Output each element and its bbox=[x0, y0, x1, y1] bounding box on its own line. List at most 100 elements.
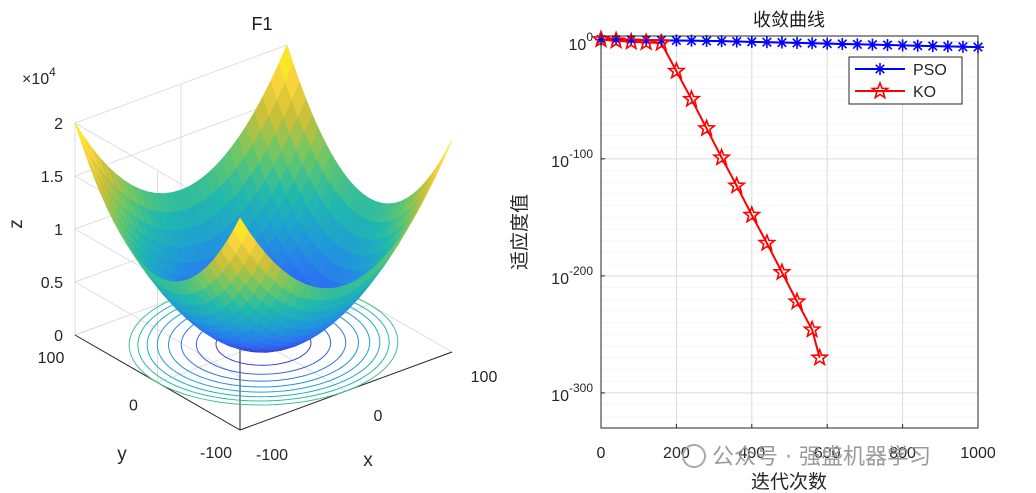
data-point-pso bbox=[806, 37, 819, 50]
asterisk-stroke bbox=[958, 41, 968, 52]
legend-label-pso: PSO bbox=[913, 62, 947, 79]
asterisk-stroke bbox=[686, 35, 697, 46]
data-point-pso bbox=[791, 36, 804, 49]
data-point-pso bbox=[866, 38, 879, 51]
data-point-pso bbox=[911, 39, 924, 52]
data-point-ko bbox=[757, 232, 777, 252]
surface-patch bbox=[424, 162, 440, 192]
data-point-pso bbox=[821, 37, 834, 50]
surface-patch bbox=[74, 122, 90, 156]
surface-patch bbox=[233, 217, 249, 244]
asterisk-stroke bbox=[837, 39, 848, 49]
asterisk-stroke bbox=[731, 36, 742, 47]
pentagram-marker bbox=[870, 80, 890, 100]
asterisk-stroke bbox=[716, 36, 727, 46]
data-point-pso bbox=[775, 36, 788, 49]
pentagram-marker bbox=[696, 118, 717, 137]
asterisk-stroke bbox=[792, 38, 802, 48]
y-tick-label: 100 bbox=[38, 350, 65, 367]
surface-mesh bbox=[74, 44, 453, 353]
y-tick-label: 10-300 bbox=[551, 381, 593, 405]
z-axis-label: z bbox=[6, 219, 27, 229]
surface-chart-ticks: 0 0.5 1 1.5 2 -100 0 100 -100 0 100 bbox=[38, 116, 498, 464]
x-axis-label: x bbox=[363, 450, 373, 471]
asterisk-stroke bbox=[912, 40, 923, 51]
series-line-ko bbox=[601, 38, 821, 359]
pentagram-marker bbox=[787, 291, 807, 310]
data-point-pso bbox=[715, 35, 728, 48]
x-axis-label-iterations: 迭代次数 bbox=[751, 471, 827, 493]
z-tick-label: 1.5 bbox=[41, 169, 63, 186]
pentagram-marker bbox=[681, 88, 702, 108]
data-point-ko bbox=[742, 204, 762, 224]
data-point-pso bbox=[956, 40, 969, 53]
data-point-pso bbox=[745, 35, 758, 48]
data-point-pso bbox=[700, 34, 713, 47]
asterisk-stroke bbox=[777, 37, 787, 48]
data-point-ko bbox=[772, 262, 792, 281]
z-tick-label: 0 bbox=[54, 328, 63, 345]
asterisk-stroke bbox=[701, 36, 712, 46]
asterisk-stroke bbox=[822, 38, 833, 49]
pentagram-marker bbox=[726, 175, 747, 195]
legend-box bbox=[848, 56, 963, 105]
y-tick-label: 0 bbox=[129, 398, 138, 415]
pentagram-marker bbox=[651, 32, 672, 52]
asterisk-stroke bbox=[867, 39, 878, 50]
y-tick-label: 10-200 bbox=[551, 264, 593, 288]
pentagram-marker bbox=[809, 347, 830, 367]
y-tick-label: -100 bbox=[200, 445, 232, 462]
asterisk-stroke bbox=[882, 40, 893, 50]
z-tick-label: 1 bbox=[54, 222, 63, 239]
legend-label-ko: KO bbox=[913, 84, 936, 101]
data-point-pso bbox=[685, 34, 698, 47]
asterisk-stroke bbox=[656, 35, 667, 46]
z-tick-label: 2 bbox=[54, 116, 63, 133]
surface-chart-title: F1 bbox=[251, 14, 272, 34]
pentagram-marker bbox=[606, 30, 626, 50]
x-tick-label: -100 bbox=[256, 447, 288, 464]
asterisk-stroke bbox=[746, 37, 757, 47]
convergence-markers bbox=[591, 29, 984, 367]
pentagram-marker bbox=[742, 204, 762, 224]
data-point-ko bbox=[711, 147, 732, 167]
watermark-text: 公众号 · 强盛机器学习 bbox=[712, 445, 931, 470]
wechat-icon bbox=[682, 444, 706, 468]
asterisk-stroke bbox=[897, 40, 908, 51]
legend-marker-pso bbox=[874, 63, 886, 75]
x-tick-label: 0 bbox=[374, 408, 383, 425]
data-point-ko bbox=[666, 60, 687, 80]
asterisk-stroke bbox=[807, 38, 817, 49]
data-point-pso bbox=[896, 39, 909, 52]
data-point-ko bbox=[606, 30, 626, 50]
data-point-ko bbox=[809, 347, 830, 367]
y-axis-label: y bbox=[117, 444, 127, 465]
pentagram-marker bbox=[772, 262, 792, 281]
watermark: 公众号 · 强盛机器学习 bbox=[682, 444, 931, 470]
z-tick-label: 0.5 bbox=[41, 275, 63, 292]
data-point-pso bbox=[836, 37, 849, 50]
plot-frame bbox=[600, 35, 979, 429]
legend: PSO KO bbox=[848, 56, 963, 105]
data-point-ko bbox=[651, 32, 672, 52]
data-point-ko bbox=[802, 319, 822, 339]
data-point-pso bbox=[730, 35, 743, 48]
asterisk-stroke bbox=[875, 64, 885, 74]
convergence-chart-title: 收敛曲线 bbox=[753, 10, 825, 30]
y-tick-label: 10-100 bbox=[551, 147, 593, 171]
data-point-ko bbox=[787, 291, 807, 310]
x-tick-label: 800 bbox=[889, 445, 916, 462]
y-axis-label-fitness: 适应度值 bbox=[509, 194, 531, 270]
surface-chart: F1 0 0.5 1 1.5 2 -100 0 100 -100 0 100 ×104 z y x bbox=[6, 14, 497, 471]
data-point-pso bbox=[941, 40, 954, 53]
pentagram-marker bbox=[757, 232, 777, 252]
z-exponent-label: ×104 bbox=[22, 65, 56, 88]
data-point-ko bbox=[681, 88, 702, 108]
asterisk-stroke bbox=[927, 41, 938, 51]
x-tick-label: 400 bbox=[738, 445, 765, 462]
convergence-chart: 收敛曲线 0 200 400 600 800 100010010-10010-20010-… bbox=[509, 10, 996, 493]
data-point-pso bbox=[881, 39, 894, 52]
x-tick-label: 1000 bbox=[960, 445, 996, 462]
data-point-ko bbox=[726, 175, 747, 195]
